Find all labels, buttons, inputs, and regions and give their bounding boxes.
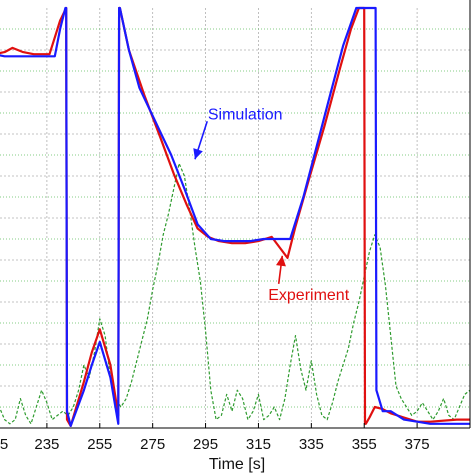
x-tick-label-0: 235 [34,436,59,453]
x-tick-label-2: 275 [140,436,165,453]
annotation-arrow-head [276,255,286,267]
series-simulation-line [0,6,470,427]
grid [0,8,470,428]
series-group [0,6,471,427]
x-tick-label-7: 375 [405,436,430,453]
axes [0,0,471,429]
x-tick-label-6: 355 [352,436,377,453]
x-tick-label-4: 315 [246,436,271,453]
annotations: Simulation Experiment [193,106,350,304]
x-tick-label-3: 295 [193,436,218,453]
x-tick-label-5: 335 [299,436,324,453]
annotation-simulation: Simulation [208,106,283,123]
x-tick-label-1: 255 [87,436,112,453]
x-axis-label: Time [s] [209,456,265,473]
annotation-experiment: Experiment [268,287,349,304]
x-tick-label-edge: 5 [0,436,8,453]
x-tick-labels: 5 235 255 275 295 315 335 355 375 [0,436,430,453]
annotation-arrow-head [193,148,203,160]
series-signal-line [0,162,471,425]
